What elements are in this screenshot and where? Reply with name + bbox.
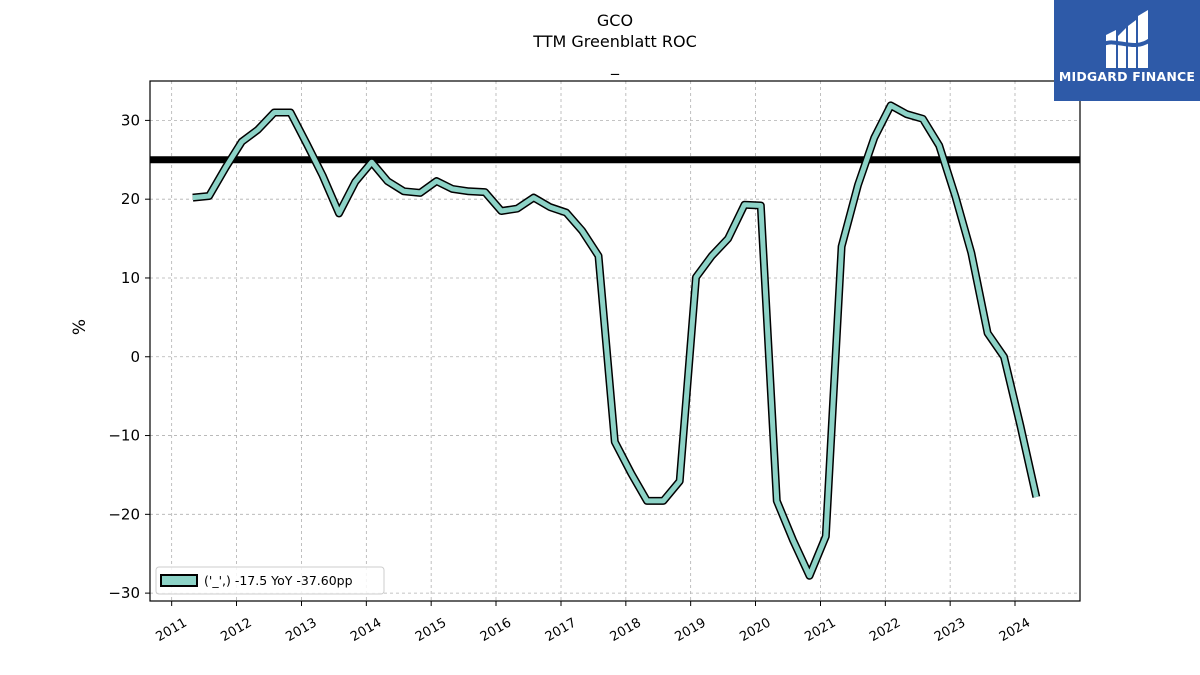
- x-tick-label: 2015: [413, 615, 449, 645]
- x-tick-label: 2019: [673, 615, 709, 645]
- x-tick-label: 2021: [802, 615, 838, 645]
- y-axis-label: %: [70, 319, 90, 335]
- x-tick-label: 2013: [283, 615, 319, 645]
- x-tick-label: 2014: [348, 615, 384, 645]
- x-tick-label: 2023: [932, 615, 968, 645]
- y-tick-label: 0: [130, 348, 140, 366]
- logo-text: MIDGARD FINANCE: [1058, 69, 1196, 84]
- x-tick-label: 2011: [154, 615, 190, 645]
- x-tick-label: 2012: [218, 615, 254, 645]
- midgard-logo-icon: [1103, 10, 1152, 68]
- series-line: [192, 102, 1039, 579]
- y-tick-label: −20: [108, 505, 140, 523]
- y-tick-label: −30: [108, 584, 140, 602]
- x-tick-label: 2022: [867, 615, 903, 645]
- x-tick-label: 2018: [608, 615, 644, 645]
- y-tick-label: 20: [121, 190, 140, 208]
- brand-logo: MIDGARD FINANCE: [1054, 0, 1200, 101]
- x-tick-label: 2017: [543, 615, 579, 645]
- x-tick-label: 2020: [737, 615, 773, 645]
- series-line-outline: [192, 101, 1041, 580]
- y-tick-label: −10: [108, 427, 140, 445]
- chart-subtitle: TTM Greenblatt ROC: [533, 32, 697, 51]
- y-tick-label: 30: [121, 111, 140, 129]
- y-tick-label: 10: [121, 269, 140, 287]
- chart-title: GCO: [596, 11, 634, 30]
- legend-swatch: [160, 574, 198, 587]
- legend-box: [155, 566, 385, 595]
- legend-label: ('_',) -17.5 YoY -37.60pp: [204, 573, 353, 588]
- x-tick-label: 2016: [478, 615, 514, 645]
- chart-subtitle-2: _: [611, 56, 619, 75]
- plot-frame: [149, 80, 1081, 602]
- x-tick-label: 2024: [997, 615, 1033, 645]
